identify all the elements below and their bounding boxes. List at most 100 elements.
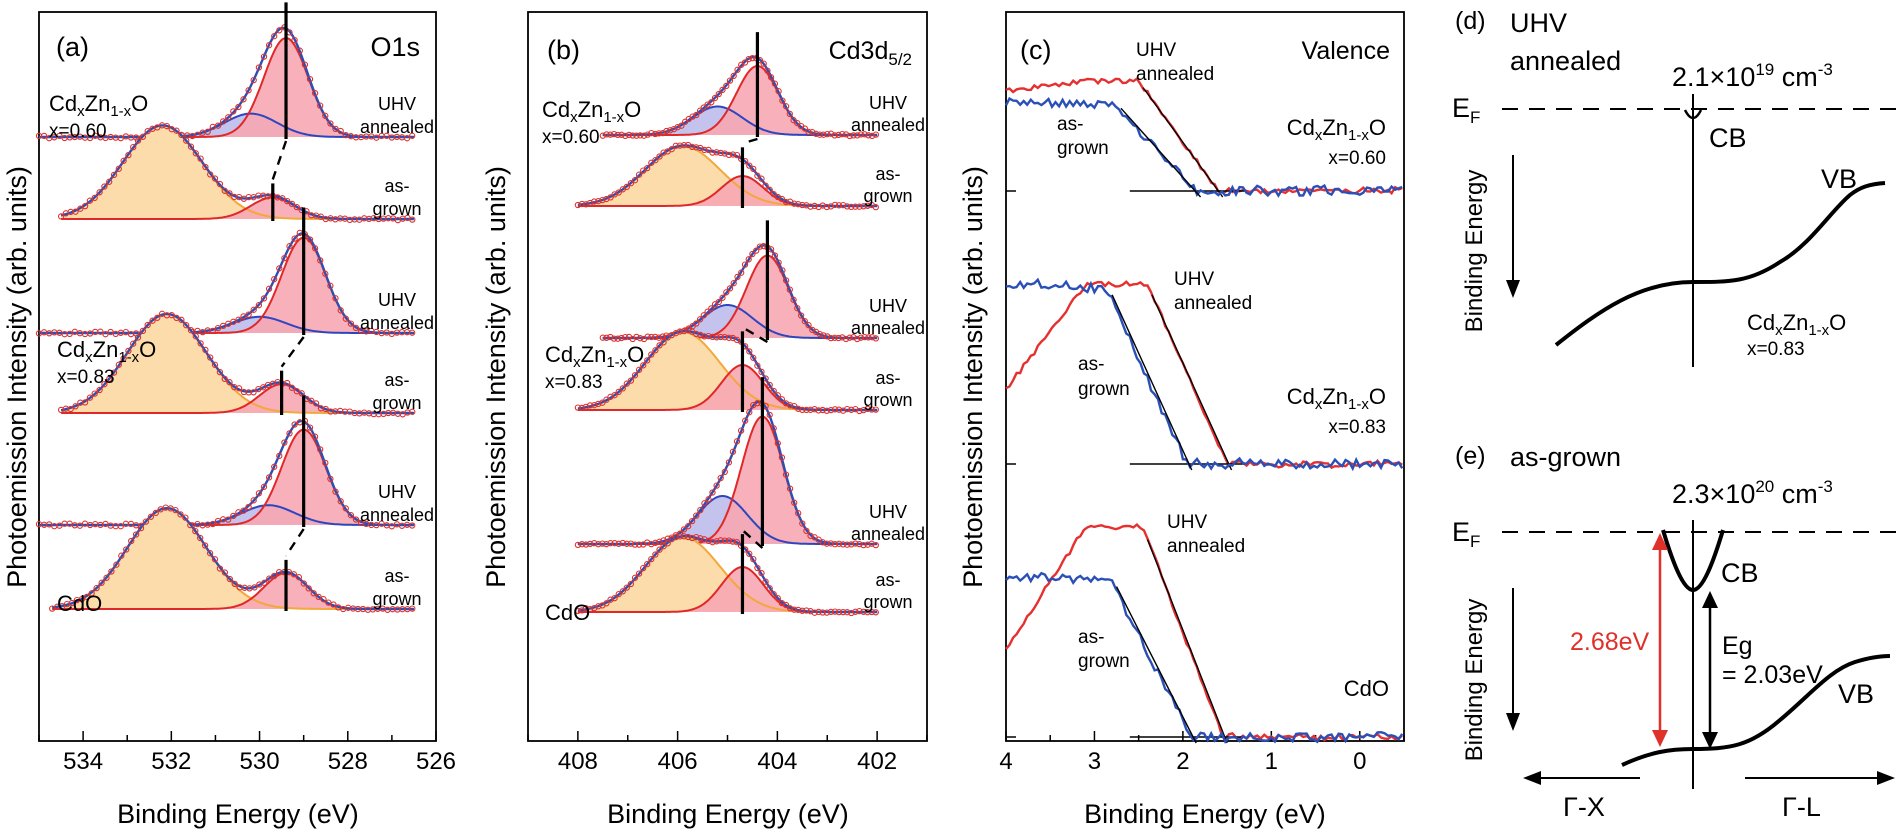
panel-c-ann-as-2: as-	[1078, 354, 1104, 375]
panel-c-ylabel: Photoemission Intensity (arb. units)	[958, 166, 988, 588]
component-2-fill	[577, 567, 878, 612]
data-point	[276, 27, 283, 34]
data-point	[709, 539, 716, 546]
data-point	[132, 531, 140, 538]
data-point	[216, 180, 224, 188]
component-2-fill	[602, 66, 878, 135]
data-point	[118, 552, 125, 559]
data-point	[206, 550, 214, 557]
data-point	[615, 388, 622, 396]
panel-c-title: Valence	[1302, 37, 1391, 65]
data-point	[582, 605, 590, 612]
component-2-fill	[39, 237, 414, 333]
data-point	[187, 143, 195, 150]
annotation-as: as-	[875, 164, 900, 184]
data-point	[86, 197, 94, 204]
data-point	[746, 348, 753, 355]
x-tick-label: 528	[328, 748, 368, 775]
data-point	[750, 165, 757, 173]
data-point	[260, 384, 267, 391]
panel-b-sample-3: CdO	[545, 600, 590, 625]
data-point	[128, 537, 135, 545]
data-point	[327, 120, 334, 127]
shift-connector	[285, 528, 305, 557]
data-point	[235, 103, 242, 111]
annotation-grown: grown	[372, 589, 421, 609]
data-point	[311, 245, 319, 252]
data-point	[839, 541, 847, 548]
data-point	[723, 289, 730, 296]
valence-as-grown	[1005, 277, 1404, 472]
data-point	[689, 113, 696, 120]
data-point	[154, 314, 161, 321]
data-point	[868, 540, 875, 547]
x-tick-label: 0	[1353, 748, 1366, 775]
data-point	[831, 201, 839, 209]
valence-uhv-annealed	[1005, 280, 1403, 470]
data-point	[306, 75, 314, 83]
data-point	[750, 354, 757, 361]
data-point	[725, 151, 733, 159]
data-point	[660, 339, 667, 346]
data-point	[163, 122, 171, 130]
data-point	[102, 331, 109, 338]
data-point	[342, 315, 349, 322]
data-point	[779, 267, 786, 274]
data-point	[846, 334, 853, 341]
data-point	[672, 142, 679, 149]
data-point	[824, 130, 831, 138]
data-point	[98, 579, 105, 586]
data-point	[835, 131, 842, 139]
data-point	[762, 182, 769, 189]
data-point	[586, 540, 594, 548]
data-point	[296, 47, 303, 54]
data-point	[648, 351, 655, 358]
x-tick-label: 404	[757, 748, 797, 775]
data-point	[219, 118, 227, 125]
x-tick-label: 1	[1265, 748, 1278, 775]
data-point	[629, 132, 636, 139]
data-point	[795, 510, 802, 517]
data-point	[322, 270, 329, 277]
data-point	[137, 524, 145, 532]
edge-extrapolation	[1111, 294, 1193, 471]
data-point	[110, 369, 118, 376]
data-point	[271, 463, 278, 470]
data-point	[794, 305, 801, 312]
panel-e-optical-gap-head-top	[1652, 533, 1668, 550]
panel-e-band-diagram: (e) as-grown 2.3×1020 cm-3 EF CB VB Bind…	[1452, 442, 1900, 822]
data-point	[717, 333, 724, 341]
data-point	[786, 110, 793, 118]
data-point	[631, 177, 639, 184]
data-point	[655, 130, 663, 137]
data-point	[770, 387, 777, 395]
panel-c-ann-grown-1: grown	[1057, 138, 1109, 159]
panel-a-title: O1s	[370, 32, 420, 62]
panel-c-xlabel: Binding Energy (eV)	[1084, 799, 1326, 829]
data-point	[101, 183, 108, 190]
data-point	[795, 606, 802, 614]
data-point	[778, 396, 786, 403]
data-point	[726, 77, 734, 84]
data-point	[211, 556, 219, 563]
annotation-annealed: annealed	[360, 505, 434, 525]
data-point	[221, 569, 229, 576]
data-point	[619, 588, 626, 595]
x-tick-label: 530	[240, 748, 280, 775]
panel-d-vb-label: VB	[1821, 164, 1857, 194]
data-point	[749, 54, 756, 62]
data-point	[586, 199, 594, 207]
data-point	[115, 165, 122, 172]
panel-e-arrow-head	[1506, 713, 1520, 731]
fit-envelope	[60, 312, 414, 415]
data-point	[409, 605, 416, 612]
data-point	[288, 384, 296, 391]
data-point	[178, 316, 185, 323]
data-point	[622, 132, 629, 140]
panel-d-title-line2: annealed	[1510, 46, 1621, 76]
data-point	[848, 609, 855, 617]
data-point	[599, 132, 606, 139]
data-point	[721, 334, 728, 341]
data-point	[700, 312, 707, 319]
panel-b-sample-1: CdxZn1-xO	[542, 97, 641, 126]
